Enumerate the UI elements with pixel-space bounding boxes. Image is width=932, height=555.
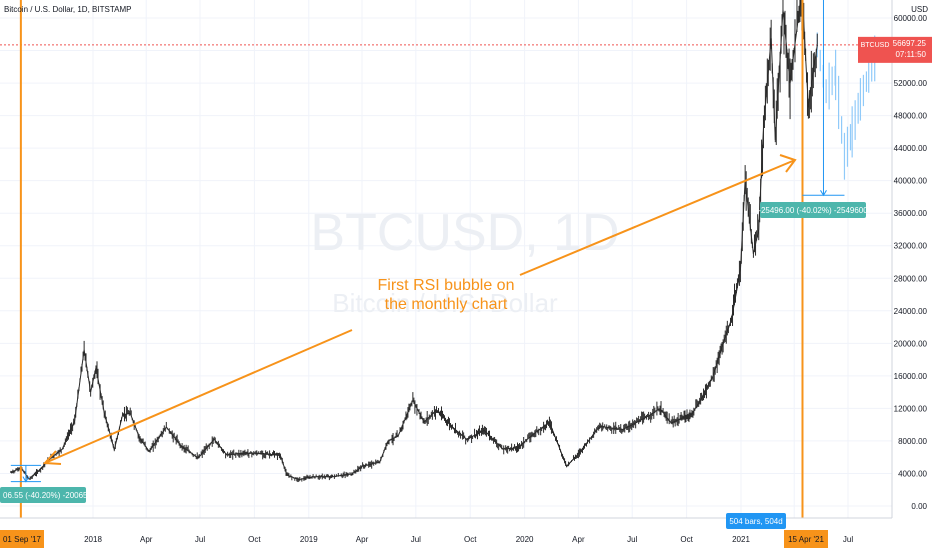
x-tick-label: 2018 — [84, 535, 102, 544]
date-badge-left-text: 01 Sep '17 — [3, 535, 42, 544]
y-tick-label: 12000.00 — [894, 404, 928, 413]
arrow-head-right-icon — [779, 154, 797, 173]
annotation-line-2[interactable]: the monthly chart — [385, 296, 508, 313]
candle-ticks — [10, 0, 818, 483]
symbol-title[interactable]: Bitcoin / U.S. Dollar, 1D, BITSTAMP — [4, 5, 131, 14]
y-tick-label: 48000.00 — [894, 112, 928, 121]
arrow-line-left[interactable] — [44, 329, 353, 464]
date-badge-left-box — [0, 530, 44, 548]
price-value-box — [892, 36, 932, 63]
y-tick-label: 52000.00 — [894, 79, 928, 88]
y-tick-label: 36000.00 — [894, 209, 928, 218]
y-tick-label: 0.00 — [911, 502, 927, 511]
y-tick-label: 24000.00 — [894, 307, 928, 316]
price-axis[interactable] — [892, 0, 932, 550]
measure-tool-left[interactable] — [10, 464, 41, 483]
price-label-symbol: BTCUSD — [861, 42, 890, 49]
x-tick-label: Apr — [140, 535, 153, 544]
x-tick-label: 2020 — [516, 535, 534, 544]
y-tick-label: 32000.00 — [894, 242, 928, 251]
price-label-box — [858, 36, 892, 63]
x-tick-label: Apr — [572, 535, 585, 544]
measure-arrow-icon — [820, 190, 827, 197]
x-tick-label: Apr — [356, 535, 369, 544]
x-tick-label: Oct — [248, 535, 261, 544]
measure-badge-left: 06.55 (-40.20%) -200655 — [0, 487, 93, 503]
x-tick-label: 2019 — [300, 535, 318, 544]
axis-unit: USD — [911, 5, 928, 14]
price-axis-ticks: 0.00 4000.00 8000.00 12000.00 16000.00 20000.… — [894, 14, 928, 511]
grid-vertical — [92, 0, 849, 518]
measure-badge-right: -25496.00 (-40.02%) -2549600 — [758, 202, 868, 218]
measure-arrow-icon — [22, 476, 30, 483]
y-tick-label: 20000.00 — [894, 339, 928, 348]
bars-count-badge: 504 bars, 504d — [726, 513, 786, 529]
measure-badge-right-box — [760, 202, 866, 218]
date-badge-right-text: 15 Apr '21 — [788, 535, 824, 544]
x-tick-label: 2021 — [732, 535, 750, 544]
grid-horizontal — [0, 17, 892, 507]
measure-tool-right[interactable] — [802, 0, 845, 197]
y-tick-label: 60000.00 — [894, 14, 928, 23]
date-badge-right: 15 Apr '21 — [784, 530, 828, 548]
bars-count-box — [726, 513, 786, 529]
x-tick-label: Jul — [627, 535, 637, 544]
time-axis-ticks: 2018 Apr Jul Oct 2019 Apr Jul Oct 2020 Apr Jul Oct 2… — [84, 535, 853, 544]
annotation-line-1[interactable]: First RSI bubble on — [378, 277, 515, 294]
y-tick-label: 16000.00 — [894, 372, 928, 381]
x-tick-label: Oct — [680, 535, 693, 544]
watermark-name: Bitcoin / U.S. Dollar — [332, 288, 558, 318]
x-tick-label: Oct — [464, 535, 477, 544]
y-tick-label: 4000.00 — [898, 469, 927, 478]
bars-count-text: 504 bars, 504d — [729, 517, 782, 526]
watermark-symbol: BTCUSD, 1D — [310, 204, 619, 262]
x-tick-label: Jul — [843, 535, 853, 544]
price-label: BTCUSD 56697.25 07:11:50 — [858, 36, 932, 63]
measure-badge-left-box — [0, 487, 86, 503]
x-tick-label: Jul — [411, 535, 421, 544]
price-label-value: 56697.25 — [893, 39, 927, 48]
y-tick-label: 28000.00 — [894, 274, 928, 283]
x-tick-label: Jul — [195, 535, 205, 544]
y-tick-label: 8000.00 — [898, 437, 927, 446]
measure-badge-right-text: -25496.00 (-40.02%) -2549600 — [758, 206, 868, 215]
measure-badge-left-text: 06.55 (-40.20%) -200655 — [3, 491, 93, 500]
y-tick-label: 44000.00 — [894, 144, 928, 153]
date-badge-left: 01 Sep '17 — [0, 530, 44, 548]
arrow-head-left-icon — [42, 450, 62, 465]
y-tick-label: 40000.00 — [894, 177, 928, 186]
arrow-line-right[interactable] — [519, 159, 796, 276]
date-badge-right-box — [784, 530, 828, 548]
price-label-countdown: 07:11:50 — [895, 50, 926, 59]
